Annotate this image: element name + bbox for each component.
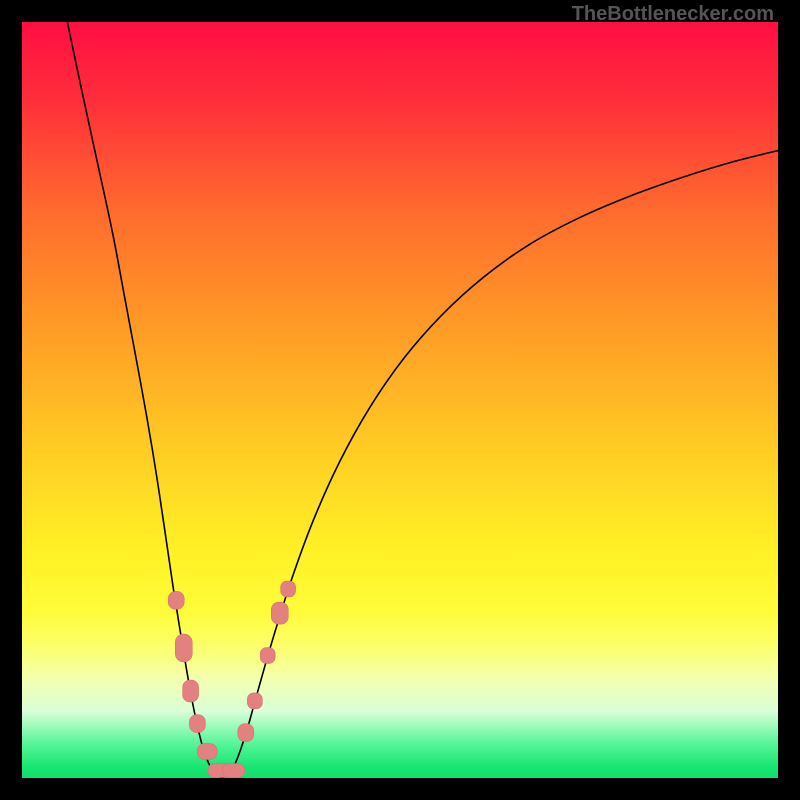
watermark-text: TheBottlenecker.com <box>572 3 774 26</box>
curve-left-branch <box>67 22 222 778</box>
data-marker <box>168 591 184 609</box>
curve-right-branch <box>222 151 778 778</box>
data-marker <box>260 648 275 664</box>
data-marker <box>223 763 245 777</box>
markers-group <box>168 581 295 777</box>
curve-layer <box>22 22 778 778</box>
data-marker <box>175 634 192 662</box>
data-marker <box>247 693 262 709</box>
data-marker <box>271 602 288 624</box>
data-marker <box>197 744 217 760</box>
plot-area <box>22 22 778 778</box>
data-marker <box>183 680 199 702</box>
data-marker <box>189 715 205 733</box>
data-marker <box>281 581 296 597</box>
data-marker <box>238 724 254 742</box>
